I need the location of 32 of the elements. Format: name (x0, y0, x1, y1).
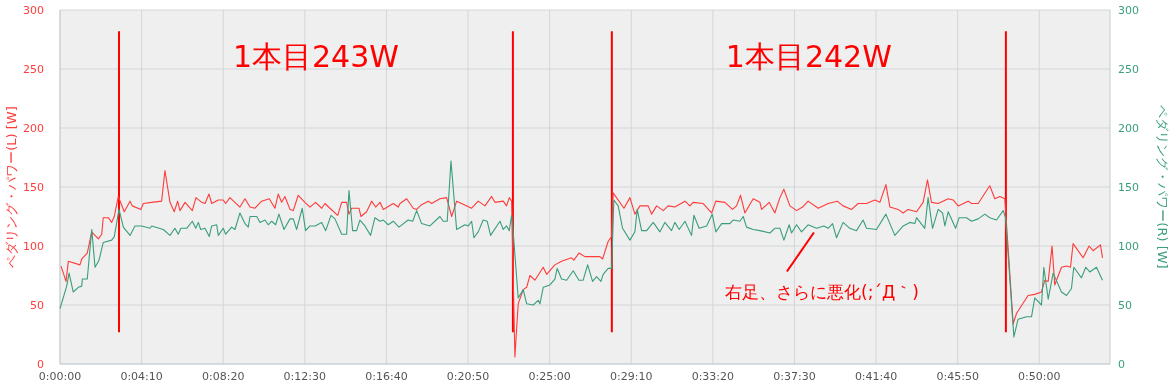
y2-tick-label: 250 (1118, 63, 1139, 76)
x-tick-label: 0:45:50 (936, 370, 979, 383)
x-tick-label: 0:25:00 (528, 370, 571, 383)
y2-tick-label: 300 (1118, 4, 1139, 17)
annotation: 1本目243W (232, 38, 399, 74)
x-tick-label: 0:41:40 (854, 370, 898, 383)
y-tick-label: 300 (23, 4, 44, 17)
y-tick-label: 250 (23, 63, 44, 76)
x-tick-label: 0:37:30 (773, 370, 816, 383)
annotation: 右足、さらに悪化(;´Д｀) (725, 282, 919, 303)
y-tick-label: 0 (37, 358, 44, 371)
x-tick-label: 0:04:10 (120, 370, 163, 383)
x-tick-label: 0:08:20 (202, 370, 245, 383)
y-tick-label: 150 (23, 181, 44, 194)
y-axis-title: ペダリング・パワー(L) [W] (4, 106, 19, 268)
y2-tick-label: 0 (1118, 358, 1125, 371)
x-tick-label: 0:16:40 (365, 370, 408, 383)
y2-tick-label: 200 (1118, 122, 1139, 135)
y-tick-label: 100 (23, 240, 44, 253)
x-tick-label: 0:00:00 (38, 370, 82, 383)
x-tick-label: 0:50:00 (1018, 370, 1061, 383)
x-tick-label: 0:20:50 (446, 370, 490, 383)
y-tick-label: 50 (30, 299, 44, 312)
y-tick-label: 200 (23, 122, 44, 135)
x-tick-label: 0:12:30 (283, 370, 327, 383)
x-tick-label: 0:33:20 (691, 370, 735, 383)
y2-tick-label: 150 (1118, 181, 1139, 194)
y2-tick-label: 100 (1118, 240, 1139, 253)
y2-tick-label: 50 (1118, 299, 1132, 312)
x-tick-label: 0:29:10 (610, 370, 653, 383)
annotation: 1本目242W (725, 38, 892, 74)
y2-axis-title: ペダリング・パワー(R) [W] (1155, 105, 1170, 269)
